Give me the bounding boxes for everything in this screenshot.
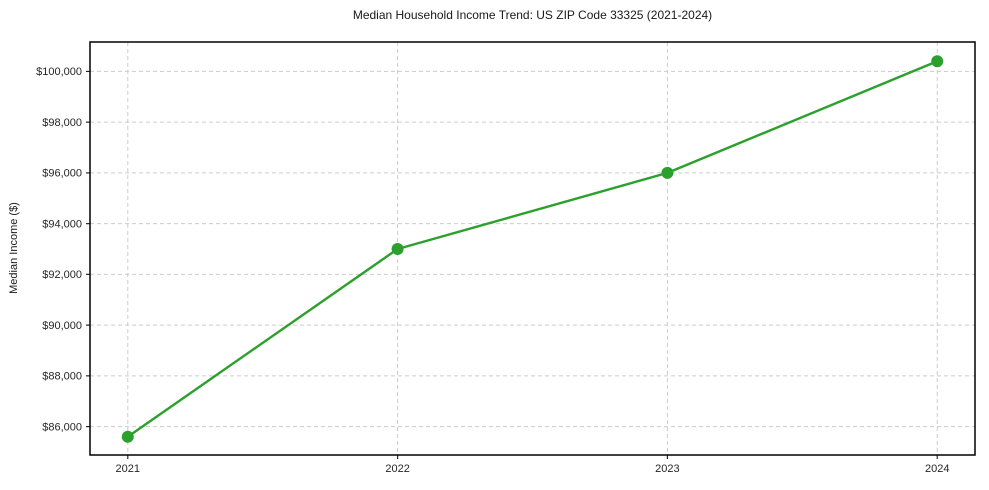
y-tick-label: $100,000 — [36, 66, 82, 78]
data-point-2022 — [391, 243, 404, 256]
x-tick-label: 2022 — [385, 463, 409, 475]
x-tick-label: 2024 — [925, 463, 949, 475]
y-tick-label: $86,000 — [42, 421, 82, 433]
y-tick-label: $90,000 — [42, 320, 82, 332]
x-tick-label: 2021 — [116, 463, 140, 475]
y-tick-label: $88,000 — [42, 371, 82, 383]
plot-border — [89, 41, 976, 456]
data-point-2024 — [931, 55, 944, 68]
y-tick-label: $98,000 — [42, 117, 82, 129]
y-tick-label: $96,000 — [42, 168, 82, 180]
y-tick-label: $92,000 — [42, 269, 82, 281]
y-tick-label: $94,000 — [42, 218, 82, 230]
data-point-2021 — [121, 430, 134, 443]
x-tick-label: 2023 — [655, 463, 679, 475]
data-point-2023 — [661, 166, 674, 179]
chart-title: Median Household Income Trend: US ZIP Co… — [352, 8, 713, 22]
income-trend-line — [126, 60, 939, 438]
